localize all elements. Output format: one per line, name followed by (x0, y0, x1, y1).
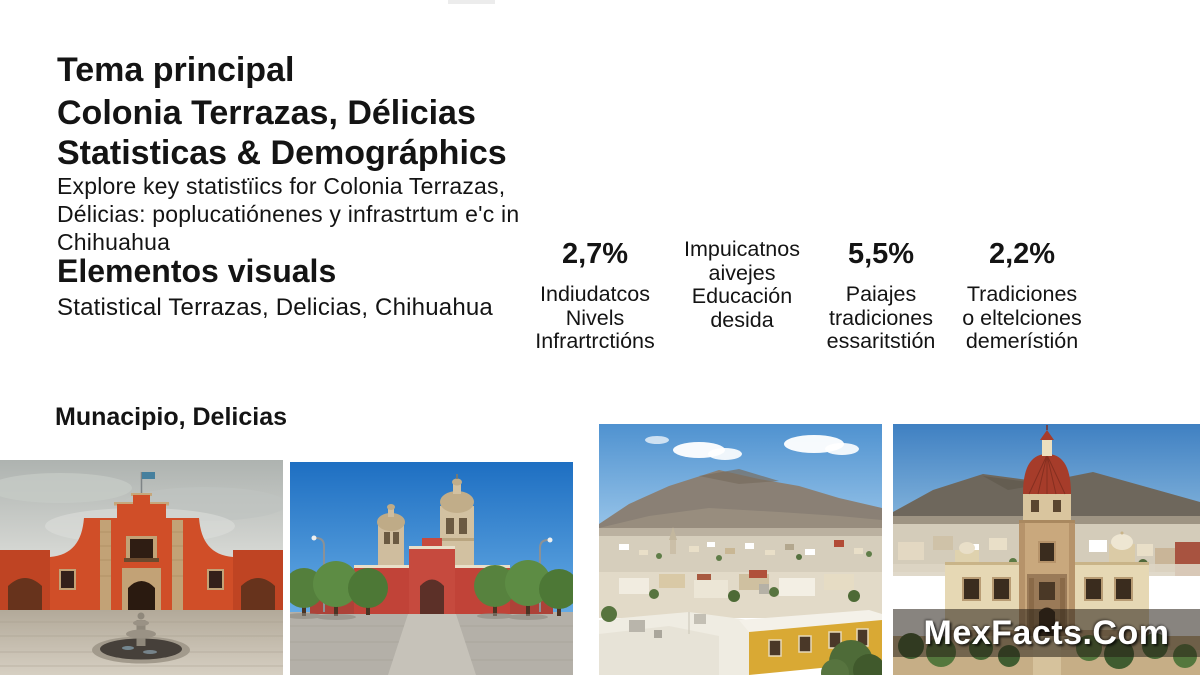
stat-value: 2,7% (561, 238, 629, 270)
stat-demographics: 2,2% Tradiciones o eltelciones demerísti… (947, 238, 1097, 354)
intro-description: Explore key statistïics for Colonia Terr… (57, 173, 520, 255)
stat-label: Tradiciones o eltelciones demerístión (962, 282, 1082, 353)
visual-elements-heading: Elementos visuals (57, 253, 337, 289)
stat-label: Impuicatnos aivejes Educación desida (684, 237, 800, 332)
gallery-caption: Munacipio, Delicias (55, 403, 288, 431)
stat-education: Impuicatnos aivejes Educación desida (676, 237, 808, 332)
page-title-line1: Colonia Terrazas, Délicias (57, 94, 476, 132)
stat-value: 5,5% (847, 238, 915, 270)
top-accent-bar (448, 0, 495, 4)
stat-label: Indiudatcos Nivels Infrartrctións (535, 282, 655, 353)
stat-label: Paiajes tradiciones essaritstión (826, 282, 936, 353)
watermark-bar: MexFacts.Com (893, 609, 1200, 657)
kicker-heading: Tema principal (57, 51, 295, 89)
plaza-church-photo (290, 462, 573, 675)
stat-traditions: 5,5% Paiajes tradiciones essaritstión (811, 238, 951, 354)
page-title: Colonia Terrazas, Délicias Statisticas &… (57, 93, 507, 173)
aerial-town-photo (599, 424, 882, 675)
visual-elements-subheading: Statistical Terrazas, Delicias, Chihuahu… (57, 294, 493, 321)
page-title-line2: Statisticas & Demográphics (57, 134, 507, 172)
stat-value: 2,2% (988, 238, 1056, 270)
stat-infrastructure: 2,7% Indiudatcos Nivels Infrartrctións (515, 238, 675, 354)
watermark-text: MexFacts.Com (923, 613, 1170, 652)
hacienda-fountain-photo (0, 460, 283, 675)
